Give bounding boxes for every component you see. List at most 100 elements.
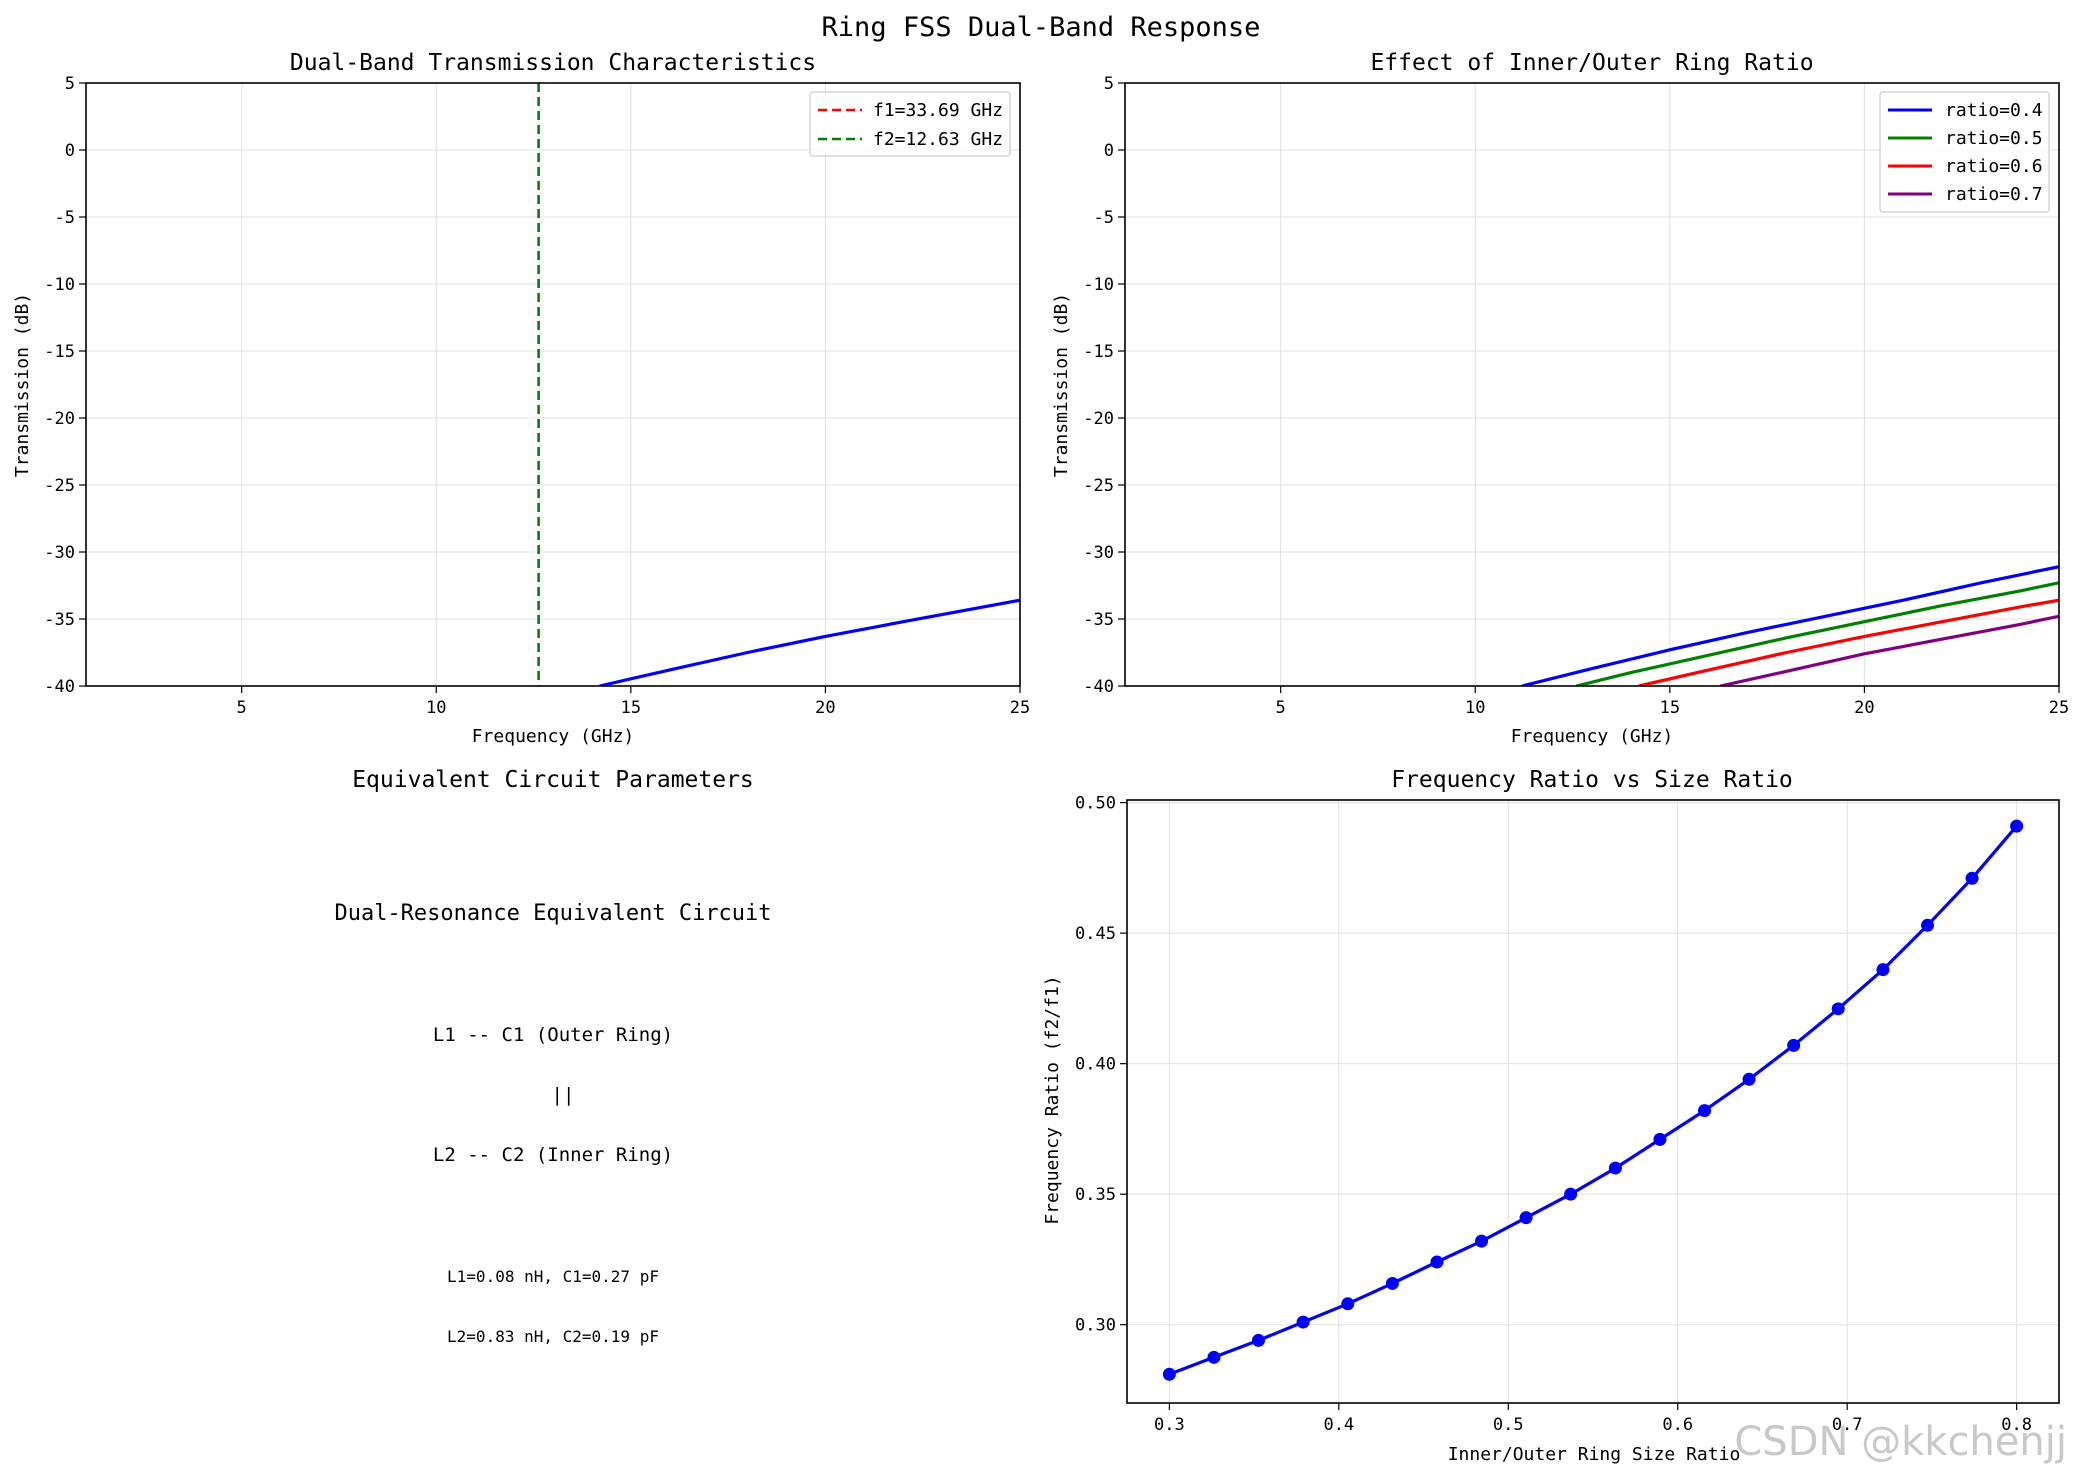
legend-ratio-05-label: ratio=0.5 — [1945, 128, 2043, 149]
panel-transmission-xlabel: Frequency (GHz) — [472, 726, 635, 747]
freq-ratio-data-point — [1430, 1255, 1444, 1269]
legend-ratio-07-label: ratio=0.7 — [1945, 184, 2043, 205]
freq-ratio-ytick-label: 0.35 — [1075, 1185, 1116, 1205]
freq-ratio-ytick-label: 0.30 — [1075, 1316, 1116, 1336]
freq-ratio-data-point — [1474, 1234, 1488, 1248]
panel-ratio-effect-title: Effect of Inner/Outer Ring Ratio — [1370, 50, 1813, 76]
freq-ratio-data-point — [1965, 871, 1979, 885]
panel-transmission-ylabel: Transmission (dB) — [12, 293, 33, 477]
panel-freq-ratio: Frequency Ratio vs Size Ratio 0.3 0.4 0.5 0… — [1042, 767, 2060, 1465]
legend-ratio-04-label: ratio=0.4 — [1945, 100, 2043, 121]
panel-freq-ratio-ylabel: Frequency Ratio (f2/f1) — [1042, 975, 1063, 1224]
transmission-ytick-label: -20 — [44, 409, 75, 429]
ratio-effect-ytick-label: -15 — [1083, 342, 1114, 362]
ratio-effect-ytick-label: -5 — [1094, 208, 1114, 228]
transmission-ytick-label: -40 — [44, 677, 75, 697]
circuit-param-2: L2=0.83 nH, C2=0.19 pF — [447, 1327, 659, 1346]
ratio-effect-ytick-label: -20 — [1083, 409, 1114, 429]
freq-ratio-xtick-label: 0.7 — [1832, 1415, 1863, 1435]
panel-ratio-effect-frame — [1124, 82, 2060, 687]
circuit-heading: Dual-Resonance Equivalent Circuit — [334, 901, 771, 926]
ratio-effect-ytick-label: -35 — [1083, 610, 1114, 630]
freq-ratio-data-point — [1787, 1038, 1801, 1052]
freq-ratio-xtick-label: 0.3 — [1154, 1415, 1185, 1435]
ratio-effect-series-line-2 — [1576, 581, 2059, 686]
freq-ratio-series-line-1 — [1168, 825, 2018, 1376]
freq-ratio-xtick-label: 0.5 — [1493, 1415, 1524, 1435]
freq-ratio-data-point — [1698, 1104, 1712, 1118]
freq-ratio-data-point — [1831, 1002, 1845, 1016]
ratio-effect-ytick-label: 5 — [1104, 74, 1114, 94]
panel-transmission-plot-area — [537, 83, 1020, 686]
panel-ratio-effect-legend: ratio=0.4 ratio=0.5 ratio=0.6 ratio=0.7 — [1879, 91, 2050, 213]
ratio-effect-ytick-label: -10 — [1083, 275, 1114, 295]
freq-ratio-data-point — [1608, 1161, 1622, 1175]
panel-freq-ratio-grid — [1127, 800, 2059, 1403]
transmission-xtick-label: 10 — [426, 698, 446, 718]
panel-transmission-ticks: 5 10 15 20 25 5 0 -5 -10 -15 -20 -25 -30 -35 -40 — [44, 74, 1030, 718]
freq-ratio-data-point — [1251, 1333, 1265, 1347]
transmission-series-group — [537, 83, 1020, 686]
panel-freq-ratio-frame — [1126, 799, 2060, 1404]
legend-f1-label: f1=33.69 GHz — [873, 100, 1003, 121]
freq-ratio-data-point — [2010, 819, 2024, 833]
circuit-parallel-symbol: || — [552, 1084, 575, 1106]
transmission-ytick-label: -10 — [44, 275, 75, 295]
transmission-ytick-label: -30 — [44, 543, 75, 563]
legend-f2-label: f2=12.63 GHz — [873, 129, 1003, 150]
panel-transmission-grid — [86, 82, 1021, 687]
freq-ratio-series-group — [1162, 819, 2024, 1381]
freq-ratio-xtick-label: 0.4 — [1323, 1415, 1354, 1435]
panel-freq-ratio-xlabel: Inner/Outer Ring Size Ratio — [1448, 1444, 1741, 1465]
freq-ratio-ytick-label: 0.50 — [1075, 794, 1116, 814]
ratio-effect-xtick-label: 15 — [1660, 698, 1680, 718]
legend-ratio-06-label: ratio=0.6 — [1945, 156, 2043, 177]
ratio-effect-series-line-1 — [1521, 565, 2059, 686]
transmission-xtick-label: 15 — [621, 698, 641, 718]
transmission-xtick-label: 5 — [237, 698, 247, 718]
figure-suptitle: Ring FSS Dual-Band Response — [822, 12, 1261, 43]
ratio-effect-xtick-label: 20 — [1854, 698, 1874, 718]
freq-ratio-data-point — [1519, 1211, 1533, 1225]
circuit-param-1: L1=0.08 nH, C1=0.27 pF — [447, 1267, 659, 1286]
panel-freq-ratio-plot-area — [1162, 819, 2024, 1381]
freq-ratio-ytick-label: 0.45 — [1075, 924, 1116, 944]
panel-transmission-legend: f1=33.69 GHz f2=12.63 GHz — [809, 91, 1011, 157]
ratio-effect-series-line-4 — [1720, 614, 2059, 686]
panel-ratio-effect-ylabel: Transmission (dB) — [1051, 293, 1072, 477]
transmission-ytick-label: -5 — [55, 208, 75, 228]
panel-circuit: Equivalent Circuit Parameters Dual-Reson… — [334, 767, 771, 1346]
ratio-effect-series-line-3 — [1638, 598, 2059, 686]
panel-ratio-effect: Effect of Inner/Outer Ring Ratio 5 10 15 20… — [1051, 50, 2069, 747]
ratio-effect-xtick-label: 25 — [2049, 698, 2069, 718]
transmission-ytick-label: -25 — [44, 476, 75, 496]
panel-ratio-effect-ticks: 5 10 15 20 25 5 0 -5 -10 -15 -20 -25 -30 -35 -40 — [1083, 74, 2069, 718]
transmission-ytick-label: 0 — [65, 141, 75, 161]
transmission-series-line-1 — [599, 598, 1020, 686]
ratio-effect-series-group — [1521, 565, 2059, 686]
freq-ratio-data-point — [1296, 1315, 1310, 1329]
transmission-xtick-label: 25 — [1010, 698, 1030, 718]
freq-ratio-data-point — [1385, 1276, 1399, 1290]
freq-ratio-data-point — [1207, 1350, 1221, 1364]
freq-ratio-data-point — [1162, 1367, 1176, 1381]
transmission-ytick-label: 5 — [65, 74, 75, 94]
ratio-effect-ytick-label: -40 — [1083, 677, 1114, 697]
panel-ratio-effect-xlabel: Frequency (GHz) — [1511, 726, 1674, 747]
freq-ratio-xtick-label: 0.8 — [2001, 1415, 2032, 1435]
circuit-line-outer: L1 -- C1 (Outer Ring) — [433, 1024, 673, 1046]
freq-ratio-xtick-label: 0.6 — [1662, 1415, 1693, 1435]
freq-ratio-data-point — [1341, 1297, 1355, 1311]
ratio-effect-ytick-label: -30 — [1083, 543, 1114, 563]
freq-ratio-ytick-label: 0.40 — [1075, 1055, 1116, 1075]
panel-transmission: Dual-Band Transmission Characteristics 5… — [12, 50, 1030, 747]
transmission-ytick-label: -15 — [44, 342, 75, 362]
panel-freq-ratio-title: Frequency Ratio vs Size Ratio — [1391, 767, 1793, 793]
freq-ratio-data-point — [1653, 1132, 1667, 1146]
panel-transmission-title: Dual-Band Transmission Characteristics — [290, 50, 816, 76]
transmission-xtick-label: 20 — [815, 698, 835, 718]
ratio-effect-xtick-label: 5 — [1276, 698, 1286, 718]
watermark: CSDN @kkchenjj — [1734, 1419, 2067, 1465]
panel-ratio-effect-plot-area — [1521, 565, 2059, 686]
